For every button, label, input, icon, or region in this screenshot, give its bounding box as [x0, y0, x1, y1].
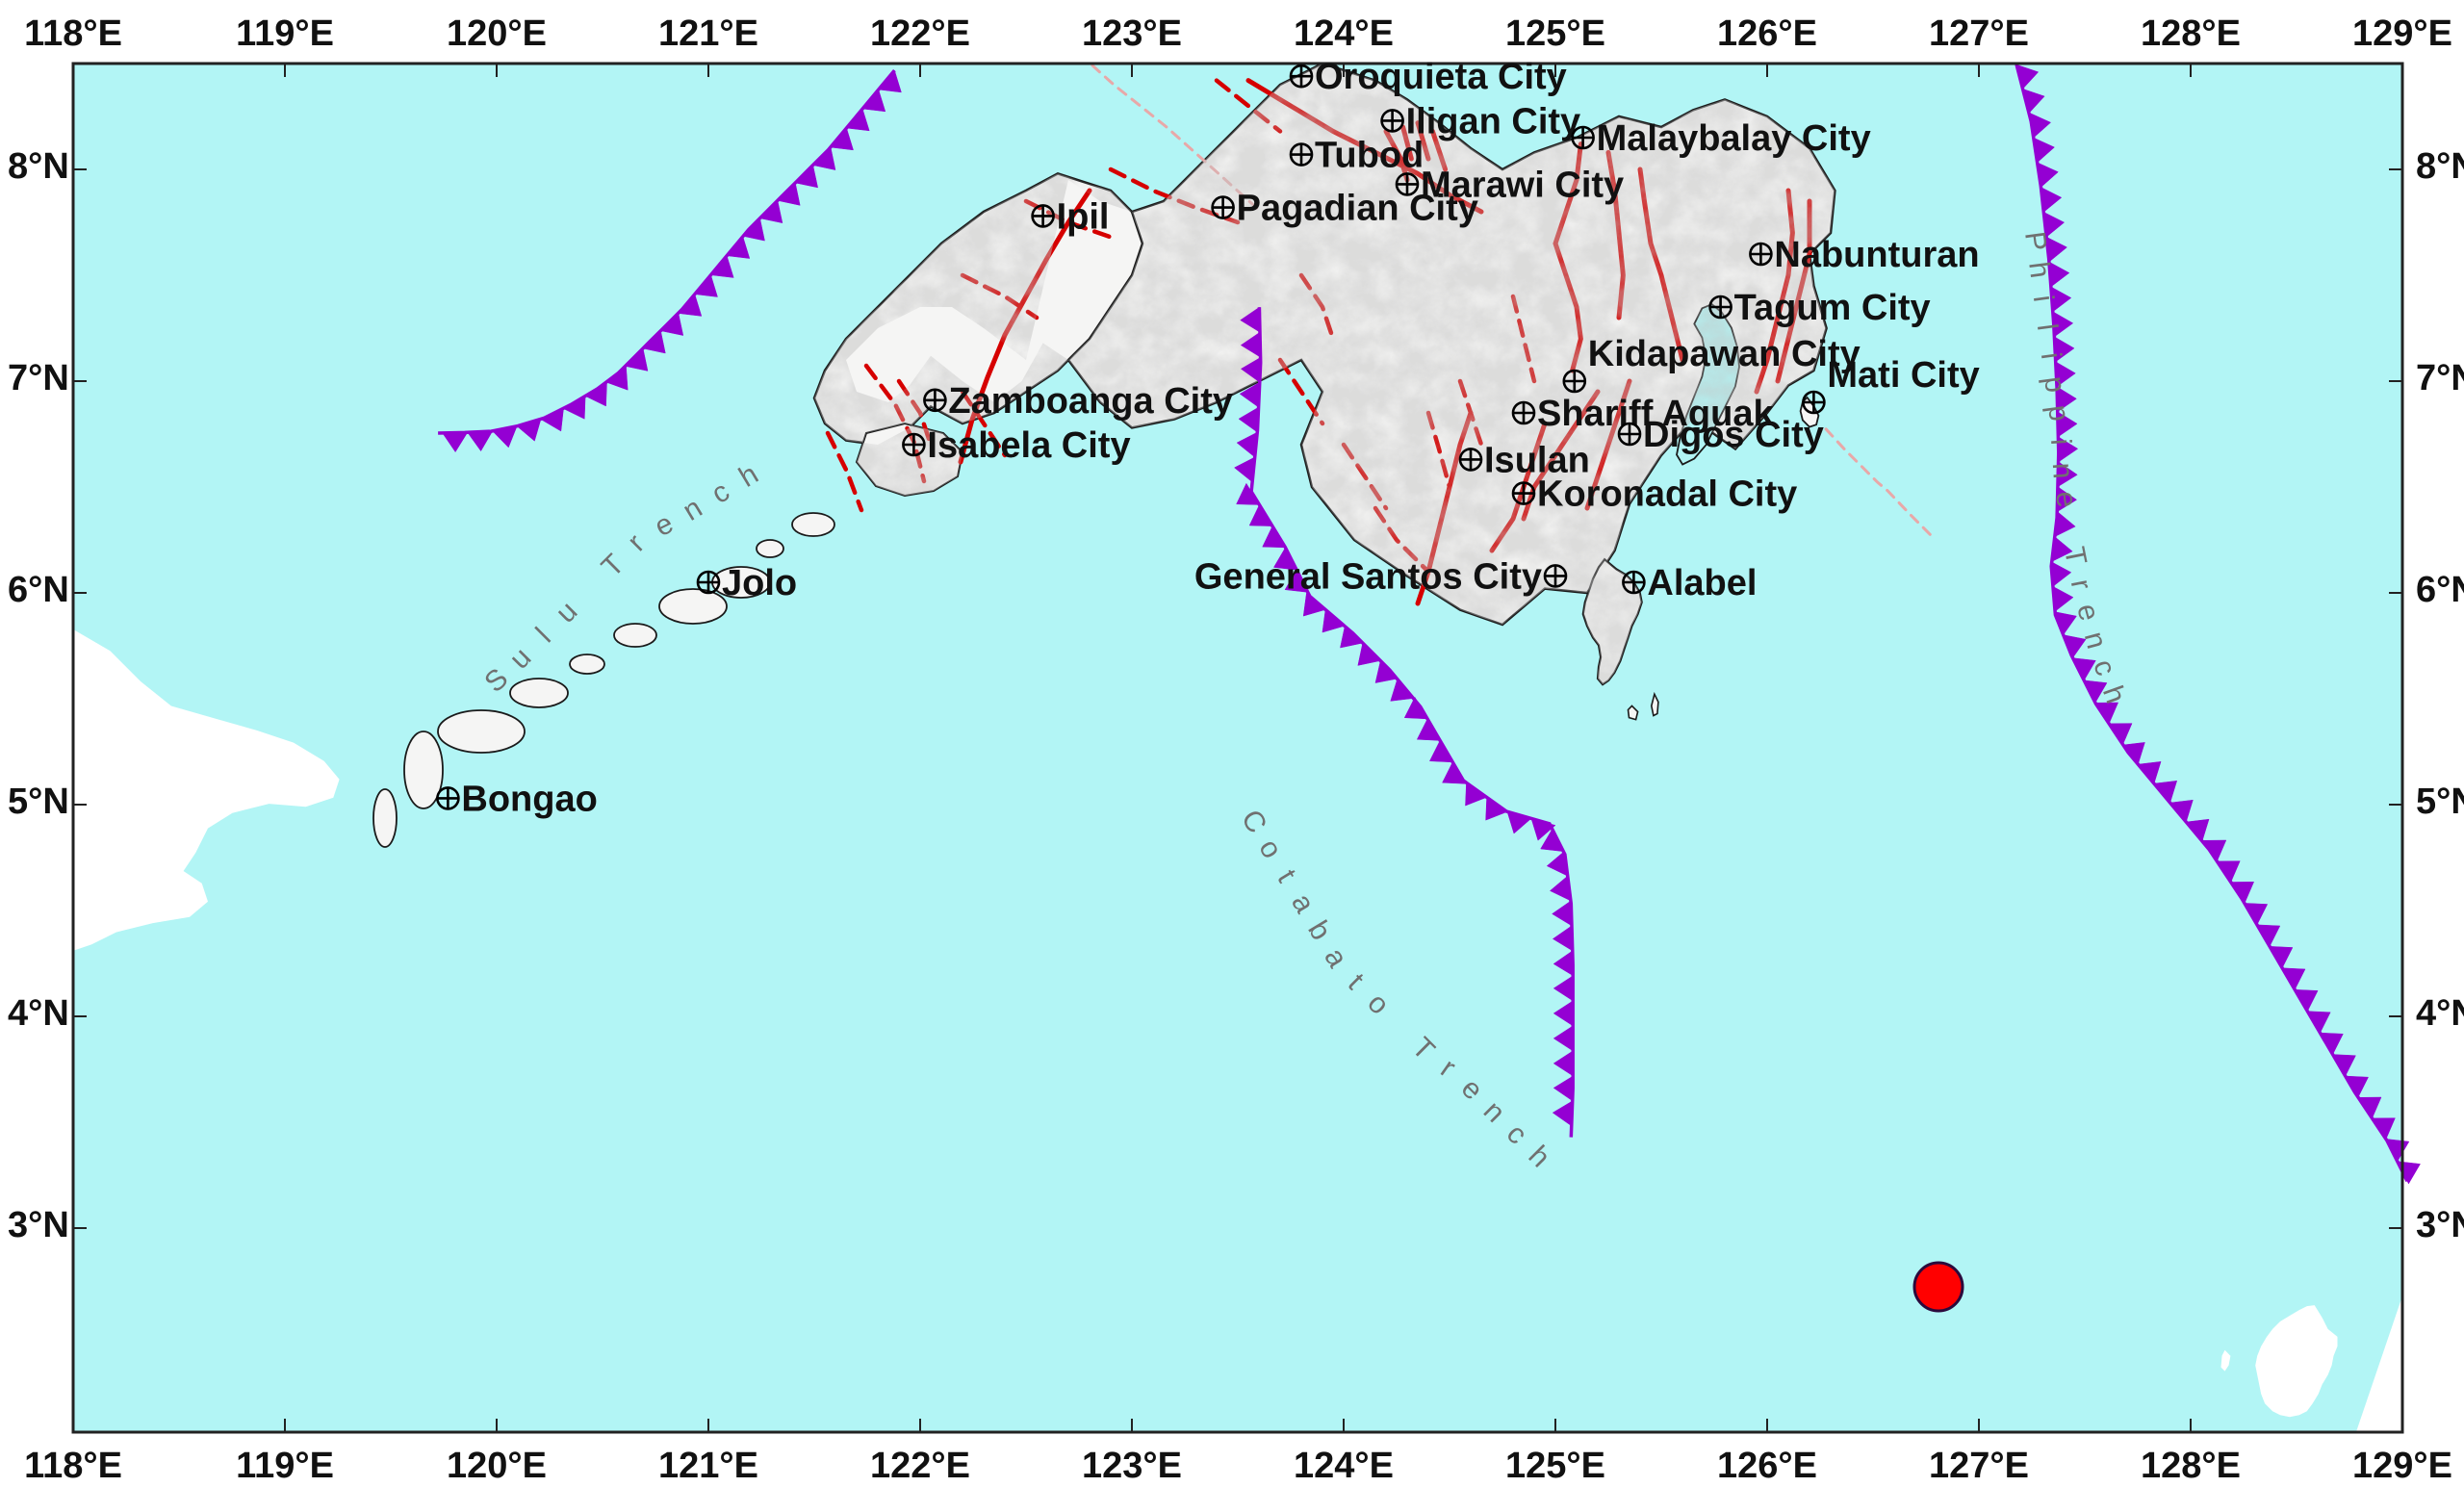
svg-text:Iligan City: Iligan City [1406, 101, 1581, 141]
svg-text:Zamboanga City: Zamboanga City [948, 381, 1233, 422]
svg-text:P: P [2018, 230, 2052, 253]
svg-text:Malaybalay City: Malaybalay City [1597, 118, 1871, 159]
svg-text:Isabela City: Isabela City [927, 425, 1130, 466]
svg-text:Pagadian City: Pagadian City [1237, 189, 1478, 229]
svg-text:Oroquieta City: Oroquieta City [1315, 57, 1567, 97]
svg-text:Digos City: Digos City [1643, 415, 1824, 455]
svg-text:General Santos City: General Santos City [1194, 556, 1542, 597]
svg-text:Koronadal City: Koronadal City [1537, 474, 1797, 515]
svg-text:n: n [2046, 462, 2079, 480]
svg-text:Alabel: Alabel [1647, 563, 1757, 603]
svg-text:Mati City: Mati City [1827, 355, 1979, 396]
svg-text:Nabunturan: Nabunturan [1774, 235, 1979, 275]
svg-text:Bongao: Bongao [461, 779, 597, 819]
svg-text:Tagum City: Tagum City [1734, 288, 1931, 328]
svg-text:Kidapawan City: Kidapawan City [1588, 334, 1861, 374]
svg-text:Ipil: Ipil [1057, 196, 1110, 237]
svg-text:Jolo: Jolo [722, 563, 797, 603]
